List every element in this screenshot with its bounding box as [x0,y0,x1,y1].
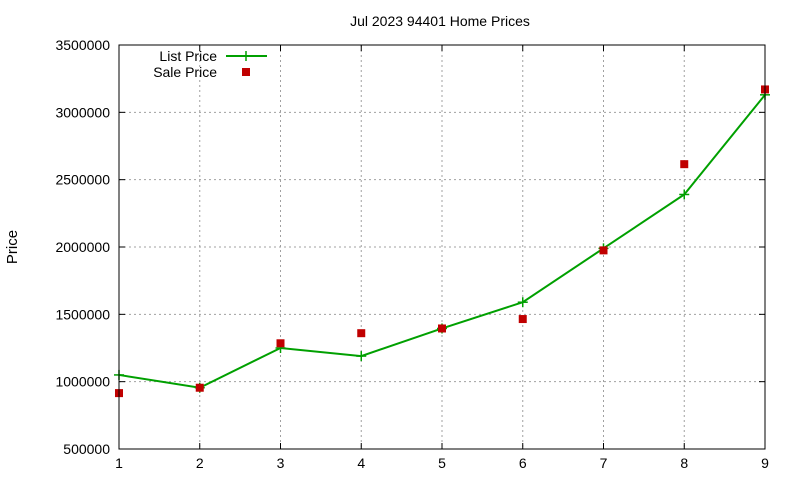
grid [119,45,765,449]
y-tick-label: 1500000 [55,306,110,322]
y-tick-label: 2000000 [55,239,110,255]
legend-swatch-marker [242,68,250,76]
y-axis-label: Price [4,230,21,264]
sale-price-point [680,160,689,169]
y-tick-label: 500000 [63,441,110,457]
x-tick-label: 1 [115,455,123,471]
sale-price-point [438,324,446,333]
x-tick-label: 4 [357,455,365,471]
sale-price-point [357,329,366,338]
x-tick-label: 9 [761,455,769,471]
x-tick-label: 7 [600,455,608,471]
axis-ticks: 500000 1000000 1500000 2000000 2500000 300000… [55,37,769,471]
x-tick-label: 8 [680,455,688,471]
sale-price-point [276,339,285,348]
sale-price-point [518,315,527,324]
y-tick-label: 3500000 [55,37,110,53]
legend-label: Sale Price [153,64,217,80]
x-tick-label: 2 [196,455,204,471]
x-tick-label: 6 [519,455,527,471]
legend-swatch-marker [241,51,251,61]
chart-title: Jul 2023 94401 Home Prices [350,13,530,29]
sale-price-point [599,246,608,255]
x-tick-label: 5 [438,455,446,471]
list-price-point [679,189,690,200]
legend-label: List Price [159,48,217,64]
plot-frame [118,44,766,450]
x-tick-label: 3 [277,455,285,471]
y-tick-label: 1000000 [55,374,110,390]
list-price-point [517,297,528,308]
y-tick-label: 2500000 [55,172,110,188]
y-tick-label: 3000000 [55,104,110,120]
sale-price-point [195,383,204,392]
list-price-point [356,351,367,362]
